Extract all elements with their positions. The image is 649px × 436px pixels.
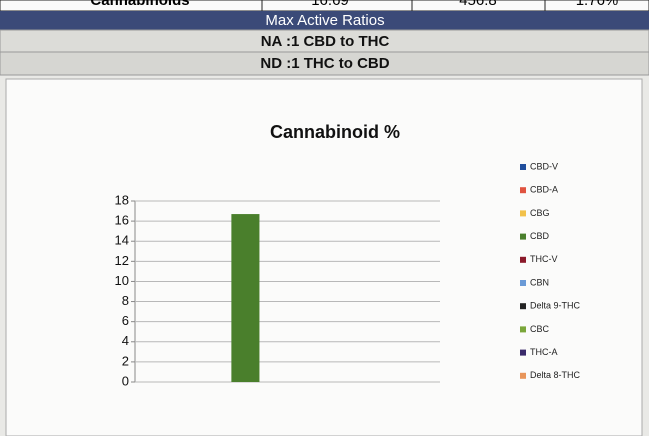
legend-swatch: [520, 372, 526, 379]
legend-label: Delta 8-THC: [530, 370, 581, 380]
legend-swatch: [520, 280, 526, 286]
y-tick-label: 12: [115, 253, 129, 268]
y-tick-label: 6: [122, 313, 129, 328]
bar: [231, 214, 260, 382]
legend-swatch: [520, 303, 526, 310]
legend-label: THC-V: [530, 254, 558, 264]
legend-label: CBN: [530, 277, 549, 287]
legend-label: CBD-A: [530, 185, 558, 195]
cell: 1.76%: [576, 0, 619, 9]
legend-swatch: [520, 164, 526, 170]
legend-swatch: [520, 326, 526, 333]
y-tick-label: 14: [115, 233, 129, 248]
cell: Cannabinoids: [90, 0, 189, 9]
y-tick-label: 8: [122, 293, 129, 308]
legend-label: THC-A: [530, 347, 558, 357]
legend-swatch: [520, 210, 526, 217]
legend-label: CBD-V: [530, 161, 558, 171]
y-tick-label: 0: [122, 373, 129, 388]
y-tick-label: 16: [115, 213, 129, 228]
cell: 16.69: [311, 0, 349, 9]
legend-label: Delta 9-THC: [530, 301, 581, 311]
legend-swatch: [520, 187, 526, 194]
chart-title: Cannabinoid %: [270, 122, 400, 142]
legend-swatch: [520, 256, 526, 263]
legend-swatch: [520, 349, 526, 356]
band: [0, 11, 649, 30]
legend-label: CBD: [530, 231, 550, 241]
y-tick-label: 10: [115, 273, 129, 288]
legend-label: CBC: [530, 324, 550, 334]
cell: 456.8: [459, 0, 497, 9]
y-tick-label: 18: [115, 192, 129, 207]
ratio-text: NA :1 CBD to THC: [261, 33, 390, 50]
chart-frame: [5, 78, 643, 436]
legend-label: CBG: [530, 208, 550, 218]
ratio-row: [0, 51, 649, 76]
y-tick-label: 4: [122, 333, 129, 348]
band-text: Max Active Ratios: [265, 12, 384, 29]
legend-swatch: [520, 233, 526, 240]
y-tick-label: 2: [122, 353, 129, 368]
ratio-text: ND :1 THC to CBD: [260, 55, 389, 72]
